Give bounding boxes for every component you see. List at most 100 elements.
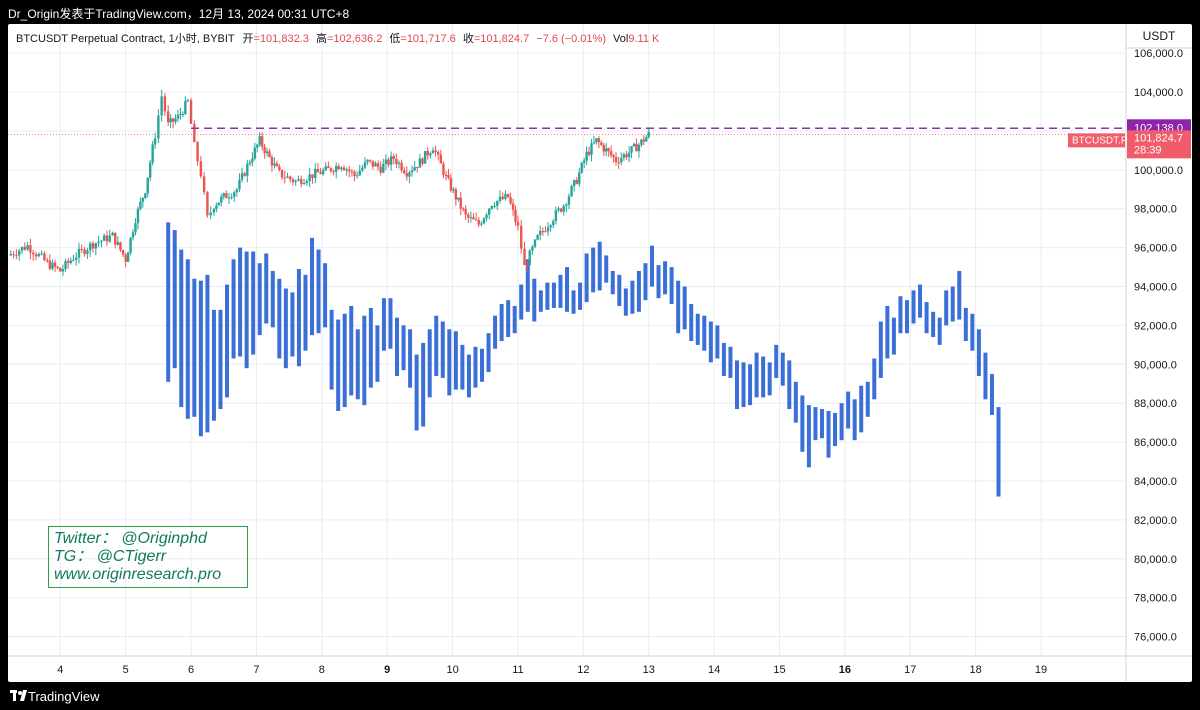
candle-body	[9, 254, 13, 256]
y-tick-label: 100,000.0	[1134, 165, 1183, 177]
candle-body	[541, 231, 545, 233]
candle-body	[126, 252, 130, 262]
projection-bar	[486, 333, 491, 373]
last-price-tag-text: 101,824.7	[1134, 132, 1183, 144]
candle-body	[196, 142, 199, 162]
candle-body	[256, 144, 259, 148]
candle-body	[459, 197, 462, 209]
x-tick-label: 13	[643, 664, 655, 676]
candle-body	[565, 204, 568, 206]
projection-bar	[630, 280, 635, 314]
projection-bar	[349, 305, 354, 396]
candle-body	[353, 171, 356, 177]
candle-body	[355, 175, 359, 177]
x-tick-label: 12	[577, 664, 589, 676]
chart-panel[interactable]: USDT 76,000.0 78,000.0 80,000.0 82,000.0 84,0…	[8, 24, 1192, 682]
candle-body	[620, 157, 623, 163]
candle-body	[29, 245, 32, 253]
candle-body	[423, 150, 427, 164]
candle-body	[227, 197, 231, 199]
projection-bar	[179, 249, 184, 408]
legend-close-label: 收	[462, 33, 474, 45]
projection-bar	[283, 288, 288, 369]
candle-body	[389, 156, 393, 165]
projection-bar	[761, 356, 766, 398]
candle-body	[305, 181, 309, 184]
candle-body	[474, 219, 478, 221]
candle-body	[348, 169, 351, 172]
candle-body	[496, 200, 499, 206]
candle-body	[366, 159, 369, 163]
candle-body	[520, 225, 523, 249]
candle-body	[212, 208, 216, 213]
legend-low: =101,717.6	[400, 33, 456, 45]
x-tick-label: 6	[188, 664, 194, 676]
candle-body	[335, 166, 338, 172]
candle-body	[153, 138, 157, 145]
candle-body	[358, 170, 361, 176]
candle-body	[270, 157, 274, 166]
projection-bar	[211, 309, 216, 421]
candle-body	[131, 232, 135, 238]
candle-body	[595, 138, 598, 143]
candle-body	[528, 250, 531, 266]
projection-bar	[891, 317, 896, 355]
candle-body	[119, 242, 122, 251]
projection-bar	[231, 259, 236, 359]
y-tick-label: 86,000.0	[1134, 437, 1177, 449]
candle-body	[37, 254, 41, 257]
x-tick-label: 17	[904, 664, 916, 676]
candle-body	[72, 259, 75, 261]
projection-bar	[774, 344, 779, 378]
y-tick-label: 96,000.0	[1134, 243, 1177, 255]
projection-bar	[728, 346, 733, 378]
projection-bar	[545, 282, 550, 310]
legend-symbol[interactable]: BTCUSDT Perpetual Contract, 1小时, BYBIT	[16, 33, 235, 45]
projection-bar	[290, 292, 295, 357]
candle-body	[516, 221, 520, 226]
projection-bar	[571, 290, 576, 314]
price-chart[interactable]: USDT 76,000.0 78,000.0 80,000.0 82,000.0 84,0…	[8, 24, 1192, 682]
candle-body	[91, 243, 95, 249]
candle-body	[447, 175, 450, 178]
candle-body	[511, 203, 515, 210]
candle-body	[525, 265, 529, 267]
candle-body	[562, 205, 565, 212]
y-tick-label: 80,000.0	[1134, 554, 1177, 566]
legend-vol: 9.11 K	[628, 33, 660, 45]
projection-bar	[270, 270, 275, 328]
x-tick-label: 10	[446, 664, 458, 676]
candle-body	[77, 248, 81, 258]
candle-body	[403, 170, 406, 174]
candle-body	[297, 178, 300, 181]
candle-body	[329, 168, 333, 172]
projection-bar	[793, 381, 798, 423]
candle-body	[382, 164, 385, 173]
projection-bar	[904, 300, 909, 334]
candle-body	[124, 254, 127, 262]
candle-body	[69, 260, 72, 263]
projection-bar	[787, 360, 792, 410]
candle-body	[625, 154, 628, 158]
candle-body	[602, 144, 605, 152]
candle-body	[43, 253, 46, 261]
projection-bar	[342, 313, 347, 408]
candle-body	[88, 243, 92, 251]
candle-body	[480, 223, 483, 225]
candle-body	[506, 194, 510, 198]
candle-body	[114, 232, 117, 245]
candle-body	[34, 254, 38, 257]
footer-brand: TradingView	[28, 689, 100, 704]
candle-body	[181, 113, 185, 115]
candle-body	[56, 266, 59, 268]
projection-bar	[538, 290, 543, 312]
projection-bar	[225, 284, 230, 398]
candle-body	[235, 189, 239, 193]
candle-body	[327, 166, 330, 169]
candle-body	[23, 246, 27, 250]
candle-body	[260, 136, 264, 147]
projection-bar	[192, 278, 197, 417]
projection-bar	[532, 278, 537, 322]
watermark-telegram: TG： @CTigerr	[54, 548, 167, 565]
x-tick-label: 5	[123, 664, 129, 676]
